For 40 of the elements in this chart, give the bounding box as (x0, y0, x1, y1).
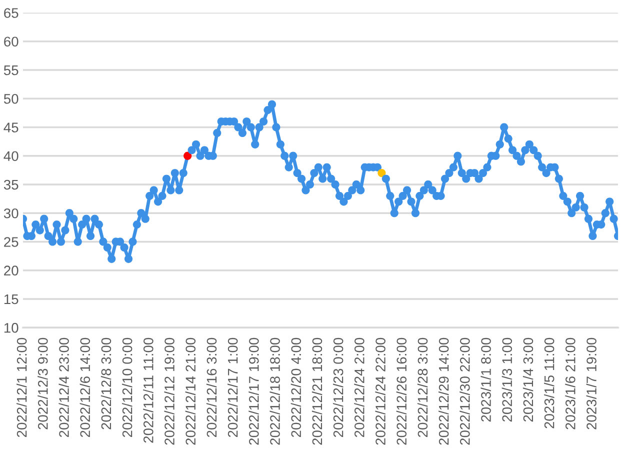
x-tick-label: 2022/12/14 21:00 (185, 338, 196, 445)
y-tick-label: 20 (4, 266, 18, 276)
y-tick-label: 25 (4, 237, 18, 247)
y-tick-label: 40 (4, 151, 18, 162)
x-tick-label: 2022/12/16 3:00 (206, 338, 217, 438)
x-tick-label: 2022/12/11 11:00 (143, 338, 154, 443)
x-tick-label: 2023/1/5 11:00 (544, 338, 554, 428)
x-tick-label: 2022/12/24 22:00 (375, 338, 386, 445)
x-tick-label: 2022/12/30 22:00 (460, 338, 470, 445)
x-tick-label: 2022/12/20 4:00 (290, 338, 302, 438)
y-tick-label: 55 (4, 65, 18, 76)
y-tick-label: 35 (4, 180, 18, 190)
y-tick-label: 45 (4, 122, 18, 132)
x-tick-label: 2022/12/21 18:00 (312, 338, 322, 445)
y-tick-label: 15 (4, 294, 18, 304)
x-tick-label: 2023/1/3 1:00 (502, 338, 512, 422)
x-tick-label: 2022/12/17 1:00 (228, 338, 238, 438)
y-tick-label: 60 (4, 36, 18, 47)
x-tick-label: 2022/12/23 0:00 (333, 338, 344, 438)
x-tick-label: 2022/12/1 12:00 (16, 338, 27, 438)
y-tick-label: 10 (4, 322, 18, 333)
x-tick-label: 2022/12/28 3:00 (417, 338, 428, 438)
x-tick-label: 2022/12/3 9:00 (38, 338, 48, 430)
x-tick-label: 2022/12/6 14:00 (80, 338, 90, 438)
x-tick-label: 2023/1/4 3:00 (522, 338, 534, 422)
y-tick-label: 50 (4, 94, 18, 104)
x-tick-label: 2022/12/10 0:00 (122, 338, 132, 438)
x-tick-label: 2022/12/24 2:00 (354, 338, 364, 438)
x-tick-label: 2022/12/29 14:00 (438, 338, 449, 445)
x-tick-label: 2023/1/1 8:00 (480, 338, 491, 422)
x-tick-label: 2023/1/7 19:00 (586, 338, 596, 430)
x-tick-label: 2022/12/12 19:00 (164, 338, 174, 445)
x-tick-label: 2022/12/26 16:00 (396, 338, 407, 445)
x-tick-label: 2022/12/17 19:00 (248, 338, 259, 445)
x-tick-label: 2023/1/6 21:00 (565, 338, 576, 430)
y-tick-label: 30 (4, 208, 18, 218)
x-tick-label: 2022/12/4 23:00 (58, 338, 69, 438)
x-tick-label: 2022/12/18 18:00 (270, 338, 280, 445)
y-tick-label: 65 (4, 8, 18, 18)
x-tick-label: 2022/12/8 3:00 (100, 338, 112, 430)
